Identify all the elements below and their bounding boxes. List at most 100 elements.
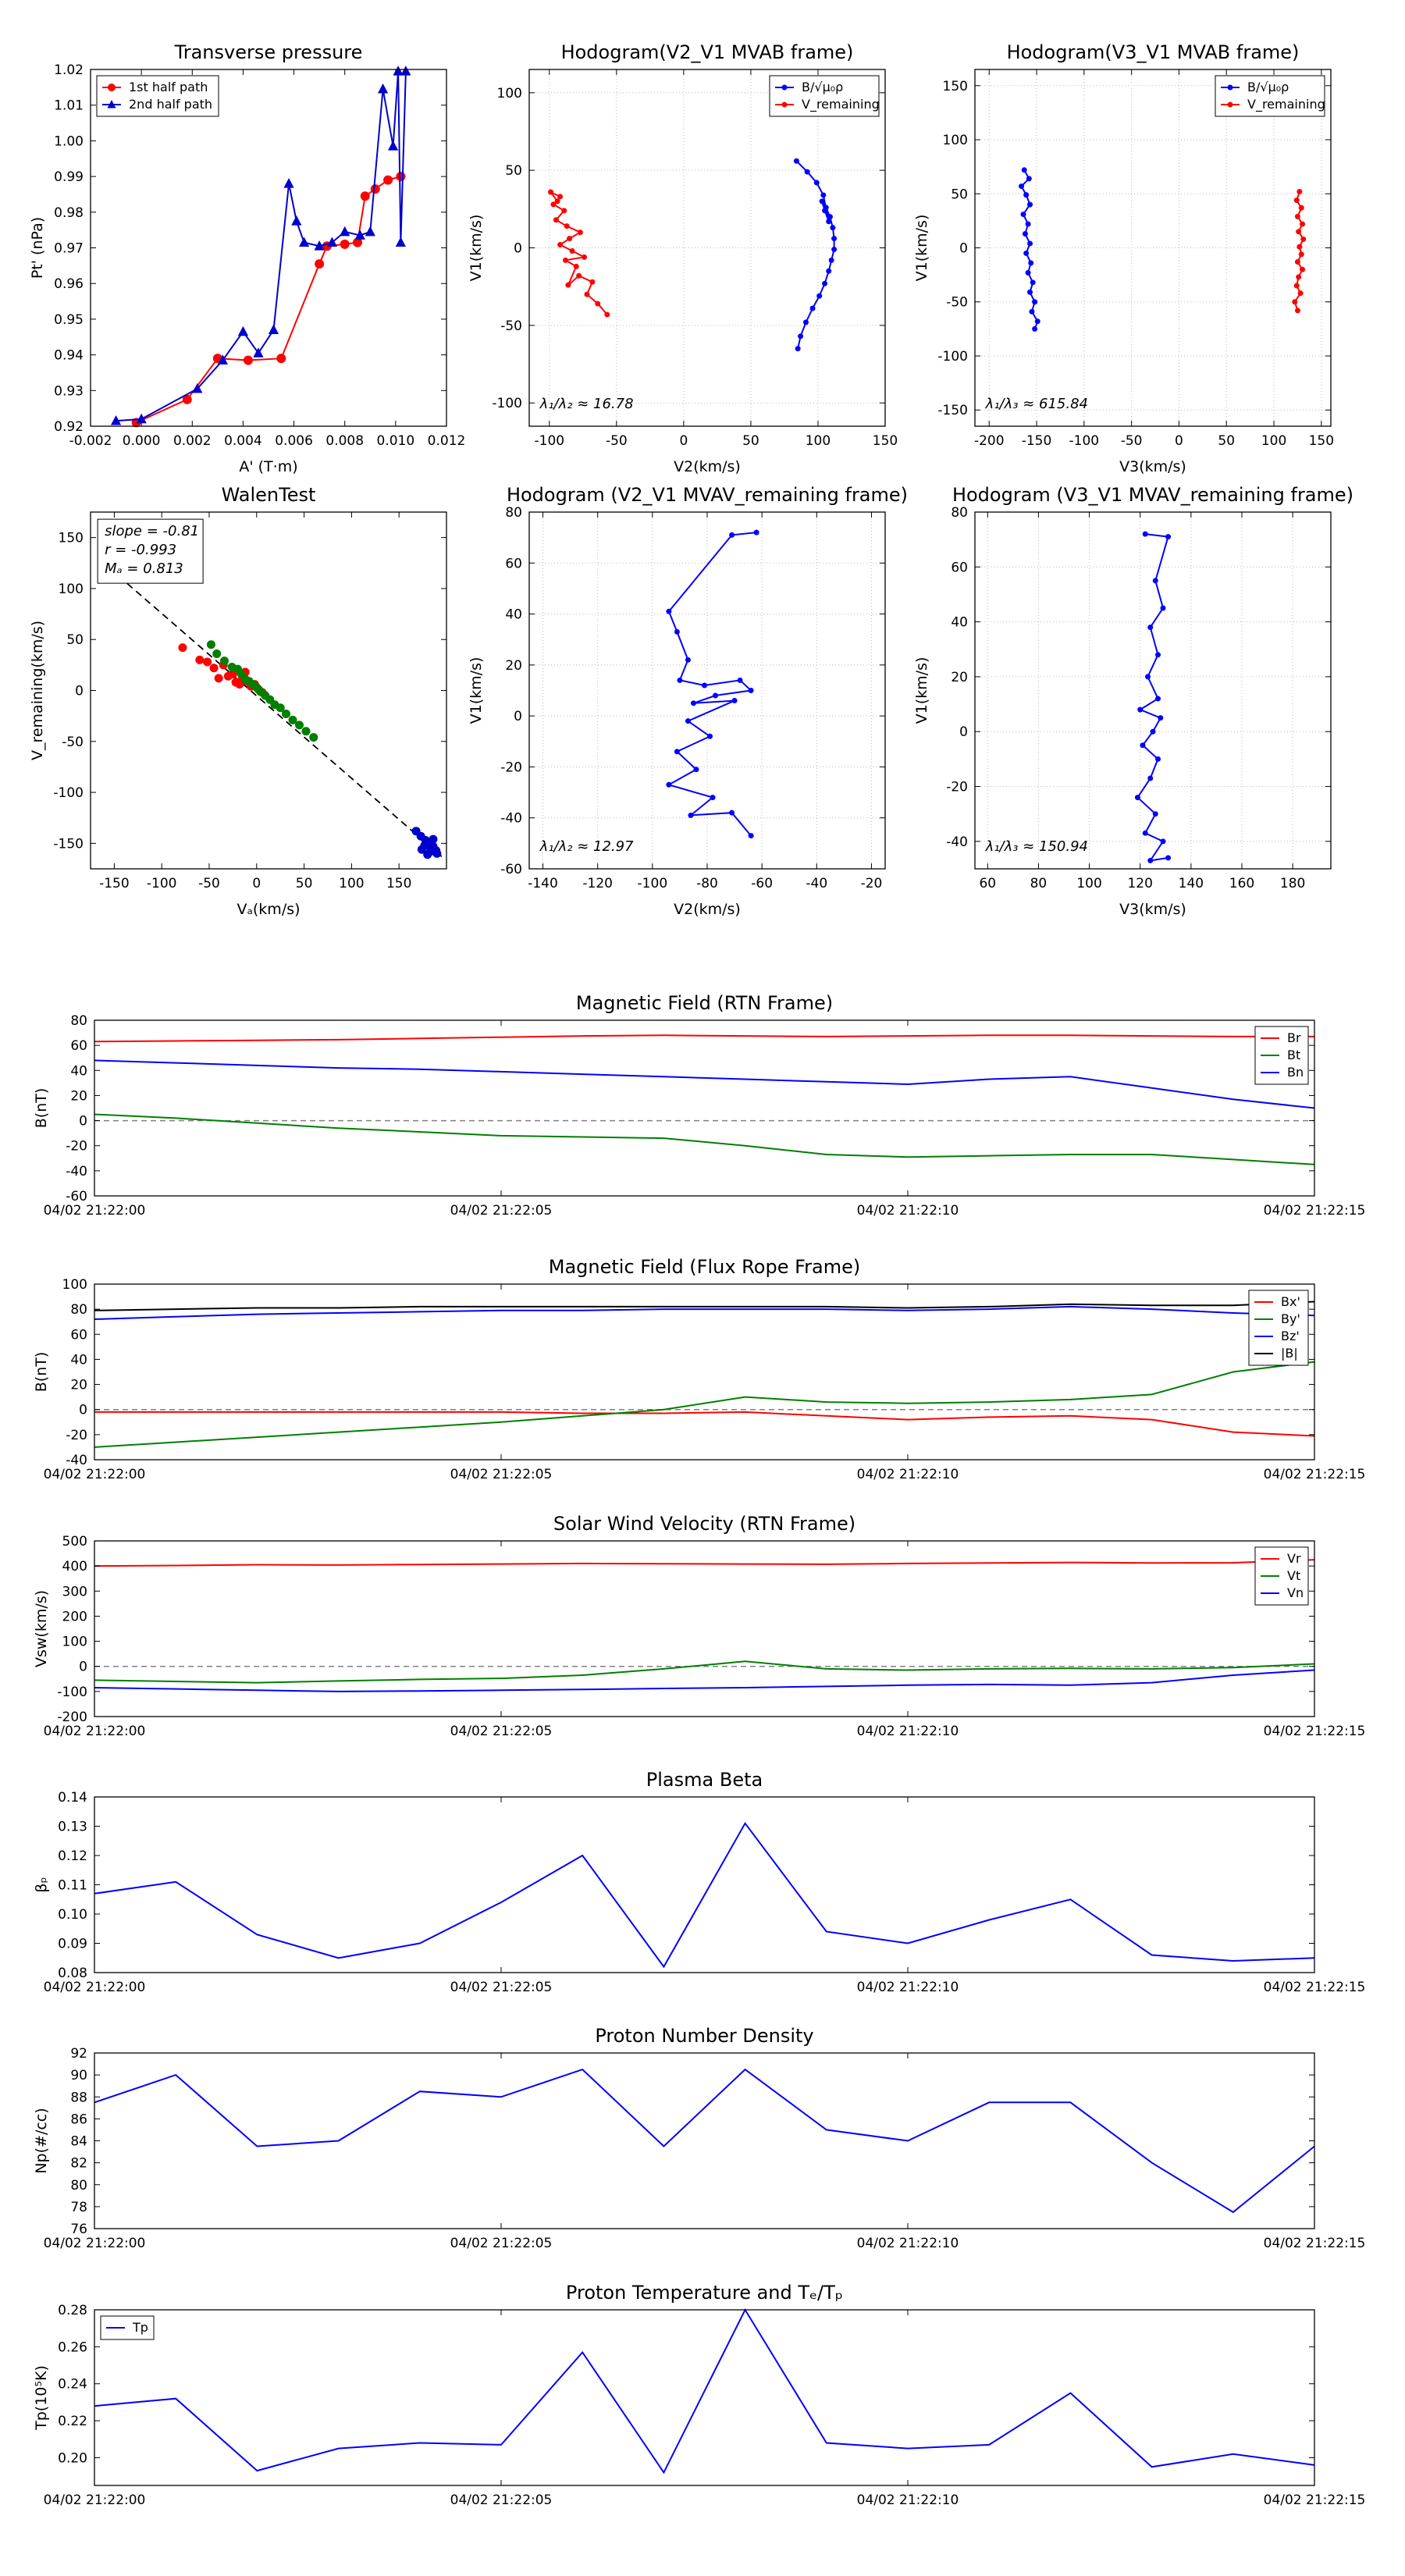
svg-text:0: 0	[79, 1660, 87, 1675]
series-s0	[108, 568, 443, 857]
svg-text:Mₐ = 0.813: Mₐ = 0.813	[105, 560, 183, 577]
chart-title: Hodogram (V2_V1 MVAV_remaining frame)	[507, 484, 908, 506]
plot-plasma-beta: 04/02 21:22:00 04/02 21:22:05 04/02 21:22:…	[33, 1769, 1365, 1995]
plot-proton-number-density: 04/02 21:22:00 04/02 21:22:05 04/02 21:22:…	[33, 2025, 1365, 2251]
x-axis-label: V2(km/s)	[674, 901, 741, 918]
svg-text:0.94: 0.94	[54, 348, 84, 364]
svg-text:04/02 21:22:05: 04/02 21:22:05	[450, 1467, 553, 1482]
series-s0	[1134, 531, 1172, 863]
svg-text:04/02 21:22:15: 04/02 21:22:15	[1264, 1467, 1366, 1482]
svg-text:84: 84	[70, 2134, 87, 2150]
svg-text:100: 100	[497, 86, 522, 101]
svg-text:300: 300	[62, 1584, 87, 1599]
series-B/√μ₀ρ	[1019, 167, 1040, 332]
chart-title: Solar Wind Velocity (RTN Frame)	[553, 1513, 855, 1535]
svg-text:20: 20	[70, 1378, 87, 1393]
svg-text:04/02 21:22:10: 04/02 21:22:10	[857, 2492, 959, 2508]
svg-text:40: 40	[951, 615, 968, 631]
axes-ticks: 04/02 21:22:00 04/02 21:22:05 04/02 21:22:…	[44, 1790, 1366, 1995]
series-s0	[666, 529, 759, 839]
svg-text:0.08: 0.08	[58, 1966, 87, 1981]
svg-text:0: 0	[79, 1403, 87, 1418]
svg-text:0.95: 0.95	[54, 312, 84, 328]
axes-frame	[974, 511, 1332, 870]
svg-text:0.09: 0.09	[58, 1937, 87, 1952]
svg-text:60: 60	[70, 1327, 87, 1343]
svg-text:-100: -100	[937, 349, 968, 365]
svg-text:80: 80	[951, 505, 968, 521]
svg-text:-60: -60	[751, 876, 773, 891]
axes-ticks: -140 -120 -100 -80 -60 -40 -20 -60 -40 -20 0 20 40 60…	[500, 505, 885, 891]
svg-text:0.99: 0.99	[54, 169, 84, 185]
svg-text:78: 78	[70, 2200, 87, 2215]
chart-solar-wind-velocity: 04/02 21:22:00 04/02 21:22:05 04/02 21:22:…	[16, 1510, 1365, 1754]
axes-ticks: 04/02 21:22:00 04/02 21:22:05 04/02 21:22:…	[44, 1277, 1366, 1482]
plot-transverse-pressure: -0.002 0.000 0.002 0.004 0.006 0.008 0.010 0.01…	[29, 41, 465, 475]
svg-text:Tp: Tp	[132, 2320, 148, 2335]
svg-text:0: 0	[79, 1114, 87, 1130]
svg-text:Bx': Bx'	[1281, 1294, 1300, 1309]
x-axis-label: V3(km/s)	[1119, 901, 1186, 918]
chart-hodogram-v3v1-mvab: -200 -150 -100 -50 0 50 100 150 -150 -100 -50 0 50 10…	[897, 38, 1339, 481]
series-Bt	[94, 1113, 1315, 1165]
chart-title: Proton Temperature and Tₑ/Tₚ	[566, 2282, 843, 2304]
svg-text:04/02 21:22:10: 04/02 21:22:10	[857, 2236, 959, 2251]
annotation: λ₁/λ₂ ≈ 12.97	[539, 838, 634, 855]
x-axis-label: V2(km/s)	[674, 458, 741, 475]
plot-solar-wind-velocity-rtn: 04/02 21:22:00 04/02 21:22:05 04/02 21:22:…	[33, 1513, 1365, 1739]
svg-text:0: 0	[514, 241, 522, 257]
x-axis-label: V3(km/s)	[1119, 458, 1186, 475]
series-Bn	[94, 1059, 1315, 1109]
svg-text:04/02 21:22:15: 04/02 21:22:15	[1264, 1980, 1366, 1995]
svg-text:-100: -100	[492, 396, 522, 411]
svg-text:Bz': Bz'	[1281, 1329, 1300, 1343]
svg-text:0.97: 0.97	[54, 241, 84, 257]
svg-text:slope = -0.81: slope = -0.81	[105, 523, 199, 539]
svg-text:0.93: 0.93	[54, 383, 84, 399]
svg-text:-50: -50	[1121, 433, 1143, 449]
svg-text:0: 0	[959, 241, 968, 257]
y-axis-label: V_remaining(km/s)	[29, 621, 46, 760]
svg-text:100: 100	[806, 433, 831, 449]
svg-text:04/02 21:22:05: 04/02 21:22:05	[450, 2492, 553, 2508]
svg-text:λ₁/λ₂ ≈ 12.97: λ₁/λ₂ ≈ 12.97	[539, 838, 634, 855]
chart-hodogram-v3v1-mvav: 60 80 100 120 140 160 180 -40 -20 0 20 40 60 80 Hodogr…	[897, 481, 1353, 923]
svg-text:150: 150	[943, 79, 968, 94]
series-V_remaining	[1292, 188, 1307, 314]
legend: Br Bt Bn	[1254, 1026, 1309, 1085]
plot-hodogram-v3v1-mvab: -200 -150 -100 -50 0 50 100 150 -150 -100 -50 0 50 10…	[913, 41, 1334, 475]
annotation: λ₁/λ₃ ≈ 615.84	[985, 396, 1088, 412]
svg-text:0.14: 0.14	[58, 1790, 87, 1806]
chart-title: Plasma Beta	[646, 1769, 763, 1791]
svg-text:0: 0	[1175, 433, 1183, 449]
svg-text:0.000: 0.000	[123, 433, 161, 449]
svg-text:-20: -20	[861, 876, 883, 891]
svg-text:92: 92	[70, 2046, 87, 2062]
svg-text:0.20: 0.20	[58, 2450, 87, 2466]
chart-plasma-beta: 04/02 21:22:00 04/02 21:22:05 04/02 21:22:…	[16, 1766, 1365, 2010]
svg-text:0: 0	[679, 433, 688, 449]
svg-text:Br: Br	[1287, 1030, 1301, 1045]
svg-text:04/02 21:22:00: 04/02 21:22:00	[44, 2492, 146, 2508]
svg-text:50: 50	[505, 163, 522, 179]
chart-title: Proton Number Density	[595, 2025, 813, 2047]
svg-text:150: 150	[59, 531, 84, 546]
svg-text:100: 100	[943, 133, 968, 148]
svg-text:1st half path: 1st half path	[129, 80, 208, 94]
axes-frame	[94, 1540, 1315, 1717]
y-axis-label: B(nT)	[33, 1088, 50, 1129]
svg-text:-50: -50	[606, 433, 628, 449]
series-s3	[411, 827, 442, 859]
series-s0	[94, 2068, 1315, 2214]
legend: Tp	[100, 2315, 155, 2340]
chart-title: Hodogram (V3_V1 MVAV_remaining frame)	[952, 484, 1353, 506]
svg-text:-40: -40	[66, 1164, 87, 1179]
svg-text:V_remaining: V_remaining	[802, 97, 880, 112]
axes-ticks: 04/02 21:22:00 04/02 21:22:05 04/02 21:22:…	[44, 1013, 1366, 1219]
svg-text:82: 82	[70, 2156, 87, 2172]
svg-text:0.11: 0.11	[58, 1878, 87, 1894]
svg-text:0: 0	[252, 876, 261, 891]
annotation: slope = -0.81 r = -0.993 Mₐ = 0.813	[97, 518, 204, 584]
svg-text:0.008: 0.008	[325, 433, 364, 449]
